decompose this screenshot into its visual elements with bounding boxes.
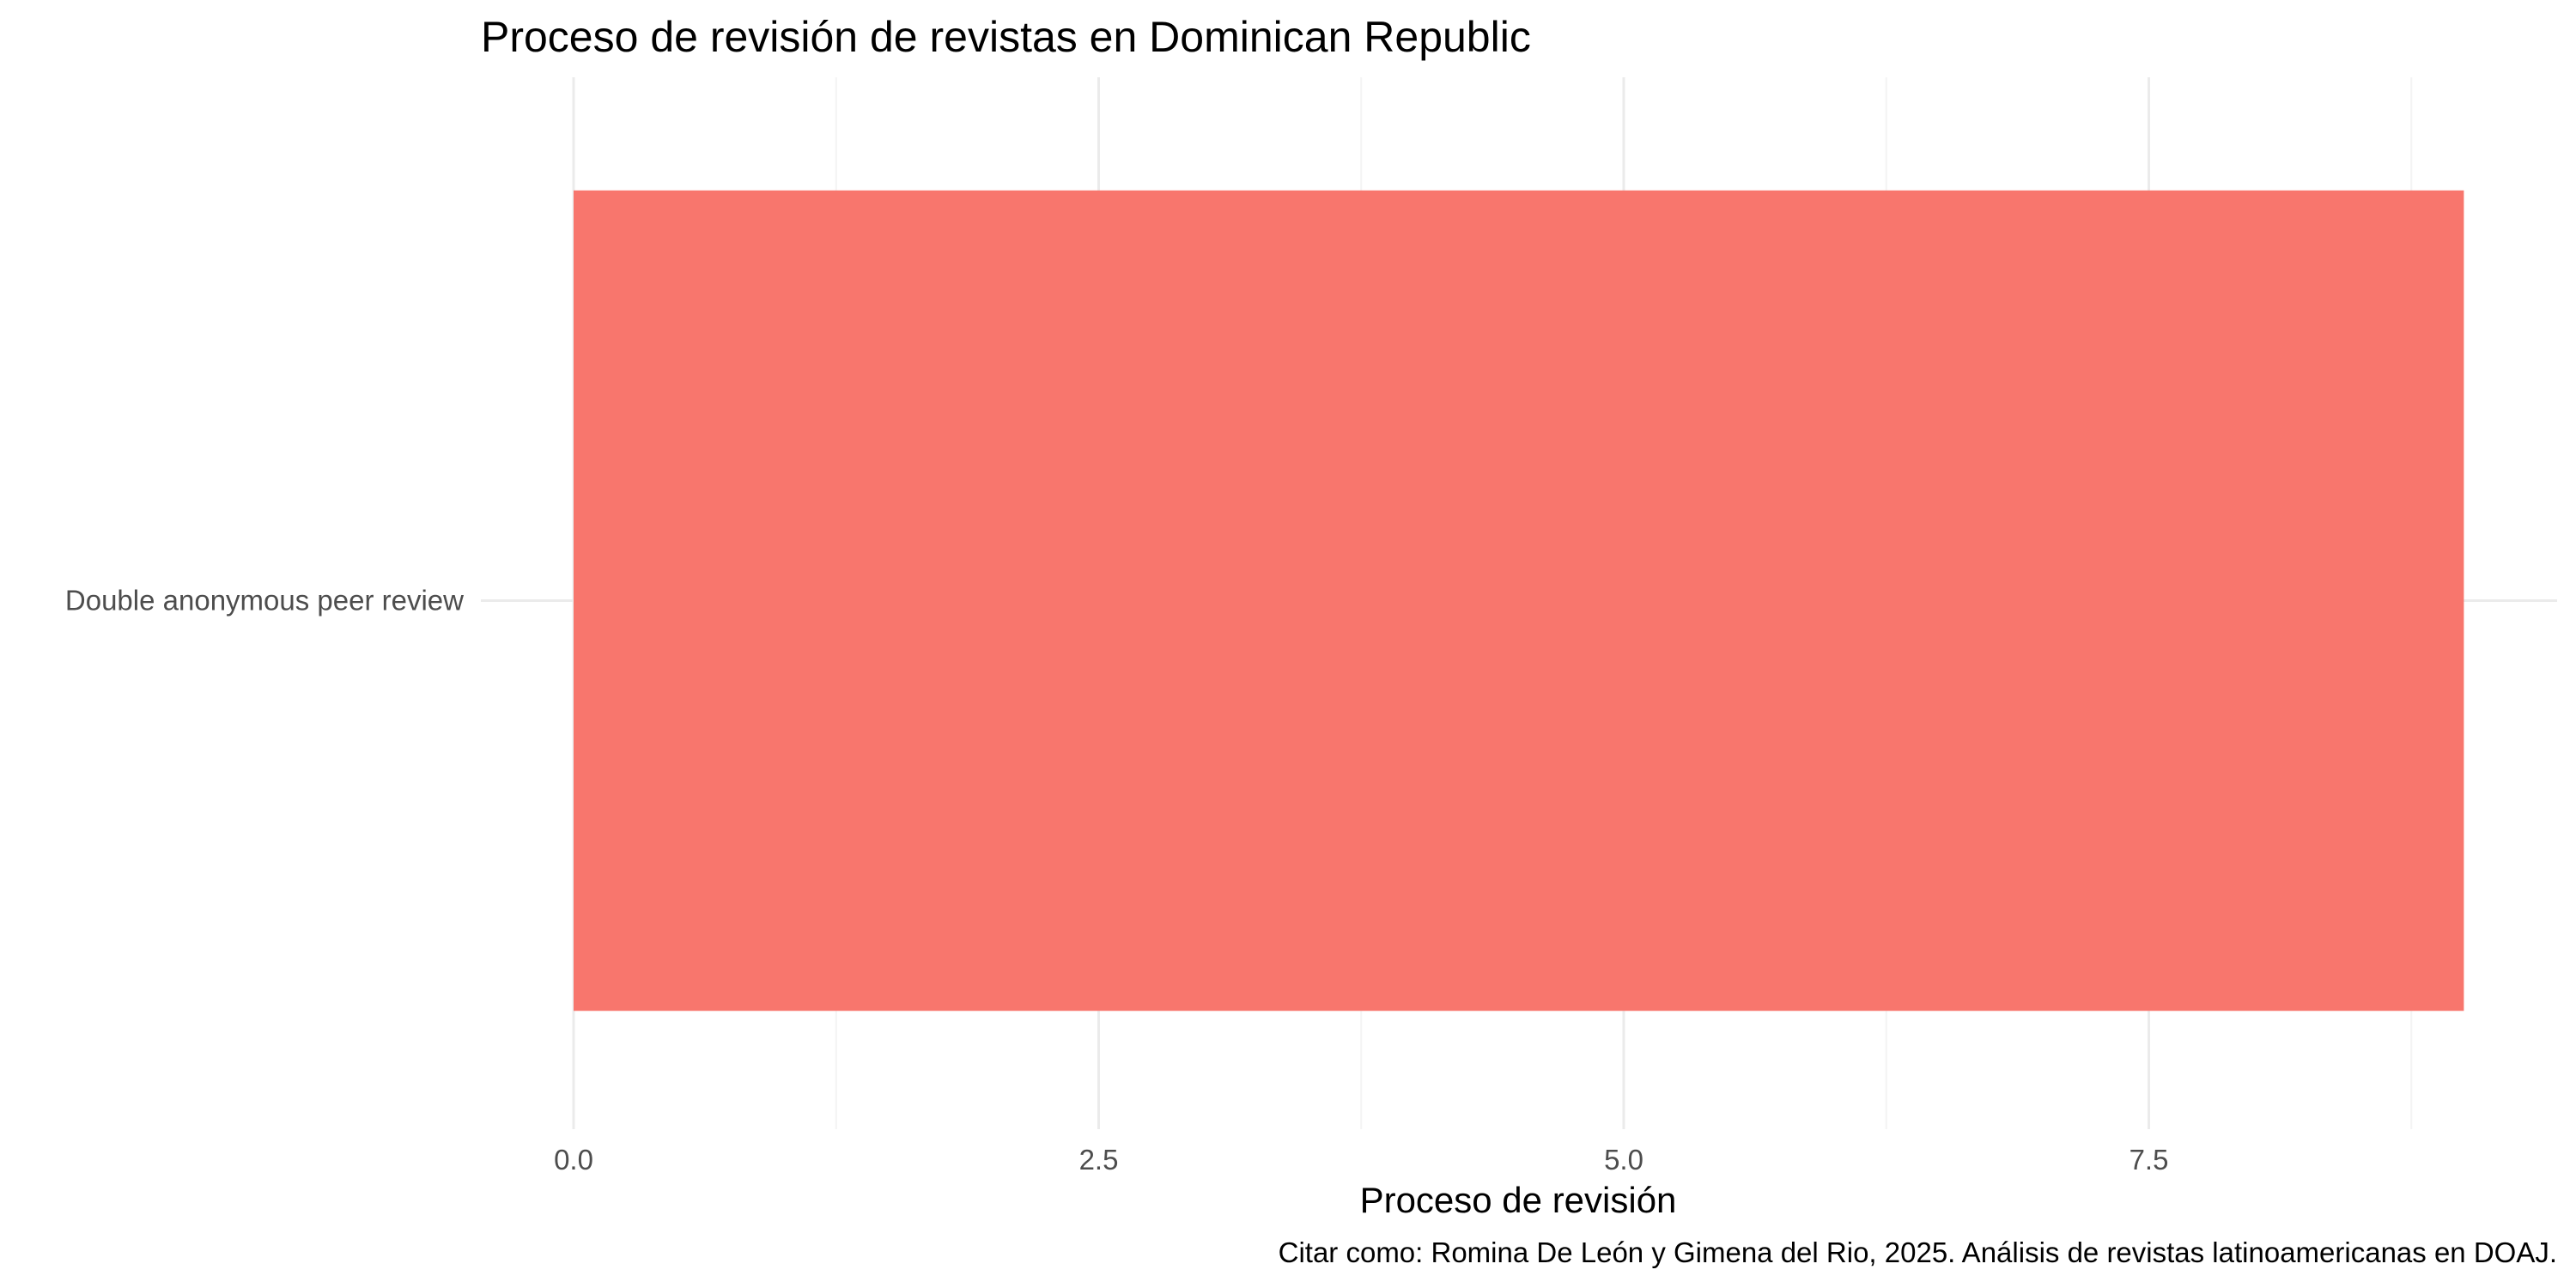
x-axis-title: Proceso de revisión	[1360, 1180, 1677, 1220]
x-tick-label: 2.5	[1079, 1144, 1119, 1176]
x-tick-label: 0.0	[554, 1144, 593, 1176]
x-axis-ticks: 0.0 2.5 5.0 7.5	[554, 1144, 2168, 1176]
bar	[574, 190, 2464, 1012]
y-axis-ticks: Double anonymous peer review	[65, 585, 464, 617]
chart-title: Proceso de revisión de revistas en Domin…	[481, 13, 1531, 61]
chart-caption: Citar como: Romina De León y Gimena del …	[1279, 1236, 2557, 1268]
y-tick-label: Double anonymous peer review	[65, 585, 464, 617]
x-tick-label: 7.5	[2129, 1144, 2169, 1176]
x-tick-label: 5.0	[1604, 1144, 1643, 1176]
bars	[574, 190, 2464, 1012]
